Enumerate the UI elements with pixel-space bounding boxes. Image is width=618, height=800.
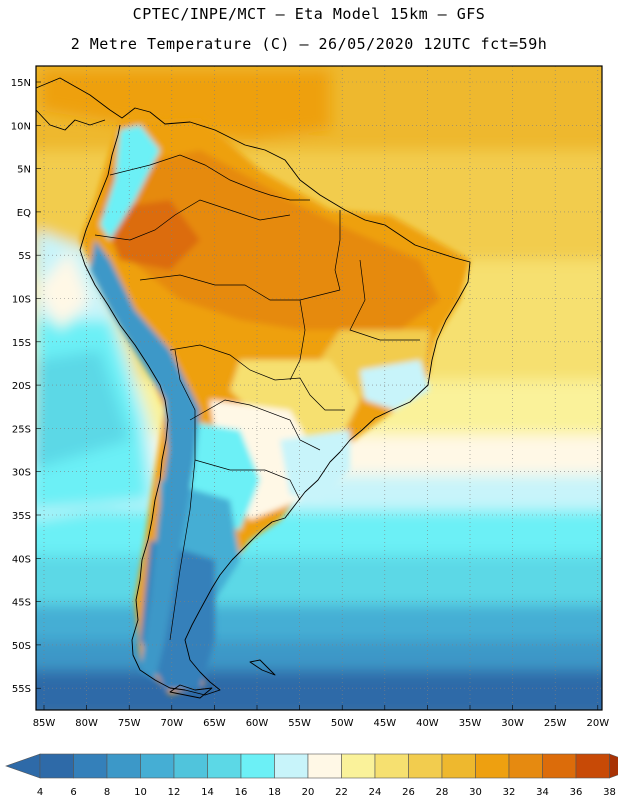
longitude-label: 65W [203, 718, 226, 729]
latitude-label: EQ [17, 208, 31, 219]
longitude-label: 80W [75, 718, 98, 729]
temperature-field [36, 66, 602, 710]
colorbar-tick-label: 16 [235, 787, 248, 798]
colorbar-swatch [106, 753, 141, 779]
colorbar-tick-label: 18 [268, 787, 281, 798]
colorbar-tick-label: 38 [603, 787, 616, 798]
colorbar-swatch [374, 753, 409, 779]
colorbar-right-arrow [609, 753, 618, 779]
colorbar-tick-label: 36 [570, 787, 583, 798]
longitude-label: 20W [586, 718, 609, 729]
colorbar-swatch [73, 753, 108, 779]
latitude-label: 40S [12, 554, 31, 565]
latitude-label: 5N [17, 165, 31, 176]
colorbar-tick-label: 26 [402, 787, 415, 798]
longitude-label: 35W [459, 718, 482, 729]
colorbar-tick-label: 34 [536, 787, 549, 798]
colorbar-tick-label: 24 [369, 787, 382, 798]
latitude-label: 45S [12, 598, 31, 609]
colorbar-swatch [542, 753, 577, 779]
colorbar-swatch [140, 753, 175, 779]
colorbar-tick-label: 14 [201, 787, 214, 798]
colorbar-swatch [307, 753, 342, 779]
colorbar-tick-label: 6 [70, 787, 76, 798]
colorbar-swatch [475, 753, 510, 779]
graticule [36, 66, 602, 710]
colorbar-swatch [441, 753, 476, 779]
latitude-label: 5S [18, 251, 31, 262]
latitude-label: 55S [12, 684, 31, 695]
latitude-label: 10S [12, 295, 31, 306]
colorbar-tick-label: 4 [37, 787, 43, 798]
longitude-label: 25W [544, 718, 567, 729]
longitude-label: 60W [246, 718, 269, 729]
longitude-label: 45W [373, 718, 396, 729]
longitude-label: 50W [331, 718, 354, 729]
longitude-label: 85W [33, 718, 56, 729]
map-title-line-1: CPTEC/INPE/MCT — Eta Model 15km — GFS [132, 5, 486, 23]
latitude-label: 15S [12, 338, 31, 349]
latitude-label: 50S [12, 641, 31, 652]
colorbar-tick-label: 20 [302, 787, 315, 798]
longitude-labels: 85W 80W 75W 70W 65W 60W 55W 50W 45W 40W 35W 30W 25W 2… [33, 718, 610, 729]
longitude-label: 30W [501, 718, 524, 729]
longitude-label: 70W [160, 718, 183, 729]
colorbar-swatch [408, 753, 443, 779]
colorbar-tick-label: 12 [168, 787, 181, 798]
colorbar-swatch [173, 753, 208, 779]
longitude-label: 40W [416, 718, 439, 729]
latitude-labels: 15N 10N 5N EQ 5S 10S 15S 20S 25S 30S 35S 40S 45S 50S 5… [11, 78, 31, 695]
longitude-label: 75W [118, 718, 141, 729]
colorbar-swatch [274, 753, 309, 779]
colorbar: 4 6 8 10 12 14 16 18 20 22 24 26 28 30 32 34 36 38 [5, 753, 618, 798]
colorbar-swatch [575, 753, 610, 779]
coastline [35, 77, 471, 699]
colorbar-swatch [207, 753, 242, 779]
map-frame [35, 65, 603, 711]
colorbar-tick-label: 30 [469, 787, 482, 798]
longitude-label: 55W [288, 718, 311, 729]
map-title-line-2: 2 Metre Temperature (C) — 26/05/2020 12U… [70, 35, 548, 53]
colorbar-tick-label: 32 [503, 787, 516, 798]
colorbar-swatch [39, 753, 74, 779]
colorbar-swatch [508, 753, 543, 779]
colorbar-tick-label: 28 [436, 787, 449, 798]
colorbar-tick-label: 22 [335, 787, 348, 798]
latitude-label: 25S [12, 424, 31, 435]
country-borders [94, 154, 420, 641]
colorbar-tick-label: 10 [134, 787, 147, 798]
colorbar-left-arrow [5, 753, 41, 779]
latitude-label: 30S [12, 468, 31, 479]
latitude-label: 10N [11, 121, 31, 132]
latitude-label: 20S [12, 381, 31, 392]
colorbar-swatch [341, 753, 376, 779]
colorbar-tick-label: 8 [104, 787, 110, 798]
latitude-label: 35S [12, 511, 31, 522]
latitude-label: 15N [11, 78, 31, 89]
colorbar-swatch [240, 753, 275, 779]
